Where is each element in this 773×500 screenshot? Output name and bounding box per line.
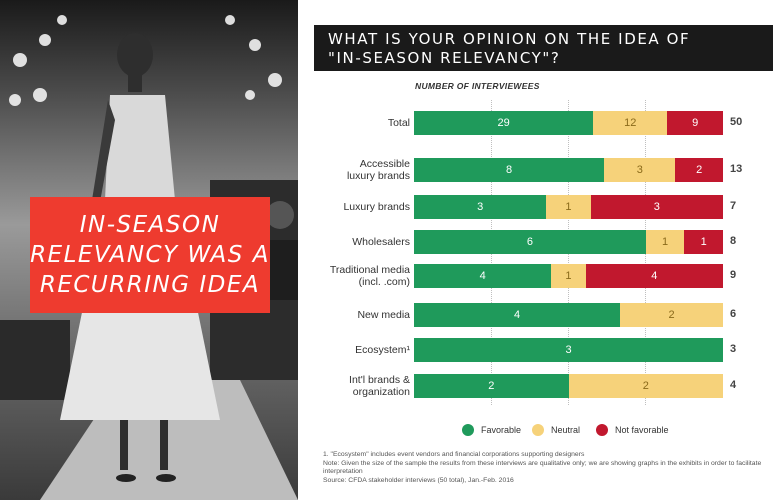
bar-segment-favorable: 6 xyxy=(414,230,646,254)
bar-value-label: 4 xyxy=(479,270,486,282)
row-total: 3 xyxy=(730,343,737,355)
legend-swatch-not-favorable xyxy=(596,424,608,436)
bar-segment-not-favorable: 4 xyxy=(585,264,723,288)
bar-value-label: 3 xyxy=(636,164,643,176)
legend-label-not-favorable: Not favorable xyxy=(615,425,669,435)
category-label: Accessible luxury brands xyxy=(347,158,410,182)
legend-label-favorable: Favorable xyxy=(481,425,522,435)
legend-item-neutral: Neutral xyxy=(532,424,580,436)
category-label: New media xyxy=(357,309,410,321)
row-total: 4 xyxy=(730,379,737,391)
category-label: Ecosystem¹ xyxy=(355,344,410,356)
bar-segment-neutral: 1 xyxy=(546,195,591,219)
callout-line-1: IN-SEASON xyxy=(79,212,221,238)
category-label-line: luxury brands xyxy=(346,170,410,182)
category-label-line: Int'l brands & xyxy=(349,374,410,386)
bar-value-label: 3 xyxy=(477,201,484,213)
bar-segment-neutral: 12 xyxy=(593,111,668,135)
bar-segment-neutral: 3 xyxy=(604,158,676,182)
bar-segment-favorable: 8 xyxy=(414,158,605,182)
category-label: Wholesalers xyxy=(352,236,410,248)
row-total: 9 xyxy=(730,269,737,281)
chart-title-bar: WHAT IS YOUR OPINION ON THE IDEA OF "IN-… xyxy=(314,25,773,71)
bar-value-label: 1 xyxy=(565,270,572,282)
row-total: 6 xyxy=(730,308,737,320)
category-label: Traditional media (incl. .com) xyxy=(330,264,410,288)
bar-value-label: 2 xyxy=(668,309,675,321)
legend-item-favorable: Favorable xyxy=(462,424,521,436)
bar-value-label: 3 xyxy=(653,201,660,213)
bar-value-label: 2 xyxy=(488,380,495,392)
legend-item-not-favorable: Not favorable xyxy=(596,424,669,436)
footnote-1: 1. "Ecosystem" includes event vendors an… xyxy=(323,451,585,458)
chart-title-line-2: "IN-SEASON RELEVANCY"? xyxy=(328,49,561,67)
chart-subtitle: NUMBER OF INTERVIEWEES xyxy=(415,81,540,91)
bar-segment-favorable: 3 xyxy=(414,195,547,219)
row-total: 13 xyxy=(730,163,743,175)
legend-swatch-favorable xyxy=(462,424,474,436)
bar-segment-favorable: 4 xyxy=(414,303,620,327)
bar-segment-neutral: 1 xyxy=(551,264,586,288)
category-label: Luxury brands xyxy=(343,201,410,213)
bar-value-label: 3 xyxy=(565,344,572,356)
chart-title-line-1: WHAT IS YOUR OPINION ON THE IDEA OF xyxy=(328,30,691,48)
category-label-line: Traditional media xyxy=(329,264,410,276)
footnotes: 1. "Ecosystem" includes event vendors an… xyxy=(323,451,763,485)
row-total: 50 xyxy=(730,116,743,128)
callout-line-2: RELEVANCY WAS A xyxy=(30,242,270,268)
bar-segment-not-favorable: 1 xyxy=(684,230,723,254)
bar-segment-favorable: 2 xyxy=(414,374,569,398)
category-label-line: Accessible xyxy=(359,158,410,170)
bar-segment-not-favorable: 9 xyxy=(667,111,723,135)
row-total: 7 xyxy=(730,200,737,212)
bar-value-label: 8 xyxy=(506,164,513,176)
row-total: 8 xyxy=(730,235,737,247)
bar-segment-not-favorable: 2 xyxy=(675,158,723,182)
bar-segment-favorable: 29 xyxy=(414,111,594,135)
bar-value-label: 4 xyxy=(513,309,521,321)
bar-value-label: 2 xyxy=(696,164,703,176)
bar-segment-favorable: 3 xyxy=(414,338,723,362)
bar-value-label: 9 xyxy=(692,117,699,129)
bar-segment-neutral: 2 xyxy=(568,374,723,398)
footnote-source: Source: CFDA stakeholder interviews (50 … xyxy=(323,476,514,484)
bar-value-label: 12 xyxy=(624,117,637,129)
category-label-line: (incl. .com) xyxy=(358,276,410,288)
bar-segment-neutral: 1 xyxy=(645,230,685,254)
bar-value-label: 29 xyxy=(497,117,510,129)
category-label-line: Luxury brands xyxy=(343,201,410,213)
legend-label-neutral: Neutral xyxy=(551,425,581,435)
callout-line-3: RECURRING IDEA xyxy=(39,272,261,298)
bar-value-label: 1 xyxy=(662,236,669,248)
category-label-line: Wholesalers xyxy=(352,236,410,248)
category-label-line: Ecosystem¹ xyxy=(355,344,410,356)
bar-value-label: 4 xyxy=(651,270,658,282)
bar-value-label: 1 xyxy=(565,201,572,213)
bar-segment-neutral: 2 xyxy=(620,303,723,327)
category-label-line: organization xyxy=(352,386,410,398)
category-label: Int'l brands & organization xyxy=(349,374,410,398)
bar-value-label: 6 xyxy=(526,236,533,248)
bar-segment-favorable: 4 xyxy=(414,264,552,288)
category-label: Total xyxy=(388,117,410,129)
callout-box: IN-SEASON RELEVANCY WAS A RECURRING IDEA xyxy=(30,197,270,313)
footnote-note: Note: Given the size of the sample the r… xyxy=(323,459,762,476)
category-label-line: New media xyxy=(357,309,410,321)
bar-value-label: 2 xyxy=(642,380,649,392)
bar-value-label: 1 xyxy=(700,236,707,248)
bar-segment-not-favorable: 3 xyxy=(590,195,723,219)
category-label-line: Total xyxy=(387,117,410,129)
legend-swatch-neutral xyxy=(532,424,544,436)
